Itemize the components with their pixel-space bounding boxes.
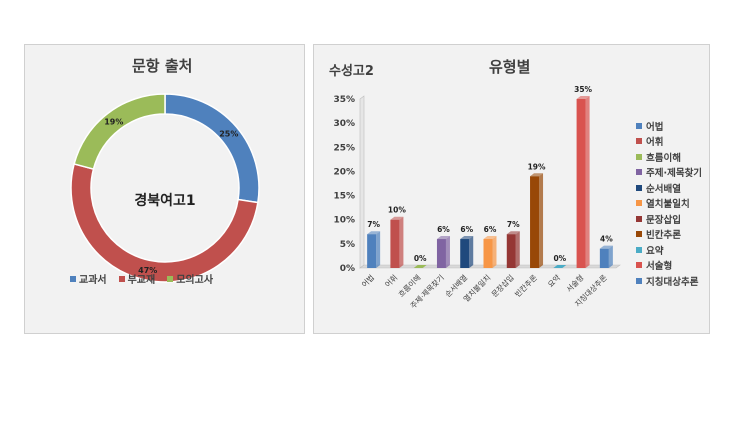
legend-item: 문장삽입 [636,211,708,227]
legend-swatch [636,277,642,284]
legend-swatch [636,122,642,129]
type-chart-panel [313,44,710,334]
legend-label: 어휘 [646,137,664,149]
legend-item: 교과서 [70,271,107,286]
legend-item: 순서배열 [636,180,708,196]
legend-item: 요약 [636,242,708,258]
legend-swatch [118,275,125,282]
legend-swatch [636,200,642,207]
legend-label: 빈칸추론 [646,230,681,242]
legend-swatch [636,231,642,238]
legend-item: 열치불일치 [636,196,708,212]
legend-item: 흐름이해 [636,149,708,165]
legend-swatch [167,275,174,282]
legend-swatch [636,184,642,191]
legend-item: 모의고사 [167,271,213,286]
legend-swatch [636,138,642,145]
legend-label: 순서배열 [646,183,681,195]
legend-label: 주제·제목찾기 [646,168,703,180]
legend-label: 열치불일치 [646,199,690,211]
legend-label: 부교재 [127,275,156,286]
legend-item: 서술형 [636,258,708,274]
donut-legend: 교과서 부교재 모의고사 [70,271,213,286]
legend-label: 요약 [646,245,664,257]
legend-item: 부교재 [118,271,156,286]
legend-label: 교과서 [79,275,107,286]
source-chart-panel [24,44,305,334]
legend-label: 지칭대상추론 [646,276,699,288]
type-chart-subtitle: 수성고2 [329,64,374,79]
legend-item: 어법 [636,118,708,134]
legend-label: 흐름이해 [646,152,681,164]
legend-label: 문장삽입 [646,214,681,226]
legend-swatch [636,169,642,176]
legend-swatch [636,153,642,160]
legend-item: 빈칸추론 [636,227,708,243]
legend-item: 주제·제목찾기 [636,165,708,181]
legend-item: 어휘 [636,134,708,150]
legend-swatch [70,275,76,282]
legend-swatch [636,246,642,253]
legend-swatch [636,215,642,222]
legend-item: 지칭대상추론 [636,273,708,289]
legend-label: 어법 [646,121,664,133]
legend-label: 서술형 [646,261,673,273]
legend-swatch [636,262,642,269]
source-chart-title: 문항 출처 [132,57,193,75]
legend-label: 모의고사 [176,275,214,286]
type-chart-title: 유형별 [489,58,531,76]
